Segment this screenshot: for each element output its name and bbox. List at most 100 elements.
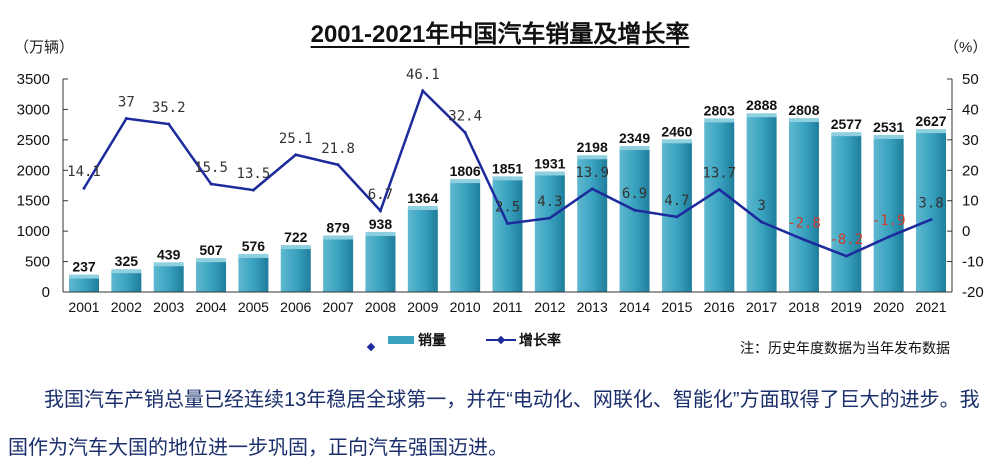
x-tick-label: 2018 [788,299,819,315]
growth-point [209,182,213,186]
bar-value-label: 2198 [577,139,608,155]
bar-top [153,262,184,267]
bar-top [873,134,904,139]
growth-value-label: 13.7 [702,165,736,181]
bar-value-label: 1364 [407,190,438,206]
growth-value-label: 15.5 [194,160,228,176]
right-tick-label: 30 [962,132,979,149]
x-tick-label: 2015 [661,299,692,315]
x-tick-label: 2013 [577,299,608,315]
bar [450,182,481,292]
left-tick-label: 500 [25,254,50,271]
bar [916,132,946,292]
bar [111,272,142,292]
x-tick-label: 2017 [746,299,777,315]
bar-value-label: 2531 [873,119,904,135]
bar [619,149,650,292]
growth-value-label: 4.3 [537,194,562,210]
growth-point [251,188,255,192]
growth-point [124,117,128,121]
growth-value-label: 13.5 [237,166,271,182]
x-tick-label: 2005 [238,299,269,315]
bar-top [365,231,396,236]
left-axis-unit: （万辆） [14,39,75,56]
bar [69,277,99,292]
growth-point [802,238,806,242]
left-tick-label: 1000 [17,223,50,240]
growth-value-label: -8.2 [829,232,863,248]
bar-top [916,129,946,134]
growth-point [760,220,764,224]
left-tick-label: 3000 [17,101,50,118]
growth-point [633,208,637,212]
x-tick-label: 2006 [280,299,311,315]
left-tick-label: 0 [42,284,50,301]
bar-value-label: 879 [326,220,350,236]
bar [873,137,904,292]
bar-top [196,258,227,263]
bar [196,261,227,292]
bar-value-label: 1851 [492,160,523,176]
legend-item-sales: 销量 [366,330,446,352]
bar [831,135,862,292]
bar-top [831,132,862,137]
bar [407,208,438,292]
bar [365,234,396,292]
x-tick-label: 2019 [831,299,862,315]
growth-value-label: 37 [118,95,135,111]
bar-top [280,245,311,250]
growth-value-label: 4.7 [664,193,689,209]
growth-point [378,209,382,213]
left-tick-label: 1500 [17,193,50,210]
growth-point [717,187,721,191]
growth-value-label: 46.1 [406,67,440,83]
bar-top [746,113,777,118]
chart-note: 注：历史年度数据为当年发布数据 [740,341,950,357]
growth-point [506,222,509,226]
x-tick-label: 2011 [492,299,522,315]
growth-value-label: 13.9 [575,165,609,181]
bar-top [704,118,735,123]
summary-paragraph: 我国汽车产销总量已经连续13年稳居全球第一，并在“电动化、网联化、智能化”方面取… [8,389,980,459]
x-tick-label: 2012 [534,299,565,315]
bar-top [323,235,354,240]
growth-point [336,163,340,167]
growth-value-label: 6.9 [622,186,647,202]
bar [323,238,354,292]
bar-top [111,269,142,274]
growth-point [887,235,891,239]
growth-point [590,187,594,191]
chart: 0 500 1000 1500 2000 2500 3000 3500 -20 -10 0 10 20 3… [17,67,984,315]
x-tick-label: 2010 [450,299,481,315]
growth-value-label: 25.1 [279,131,313,147]
bar-top [69,274,99,279]
bar [788,121,819,292]
left-tick-label: 3500 [17,71,50,88]
right-tick-label: -10 [962,254,984,271]
right-tick-label: 50 [962,71,979,88]
bar-value-label: 1931 [534,155,565,171]
chart-title-text: 2001-2021年中国汽车销量及增长率 [310,21,690,48]
growth-point [548,216,552,220]
growth-value-label: 6.7 [368,187,393,203]
bar-value-label: 722 [284,229,308,245]
right-tick-label: 10 [962,193,979,210]
bar-top [450,179,481,184]
bar-value-label: 325 [115,253,139,269]
x-tick-label: 2002 [111,299,142,315]
x-tick-label: 2008 [365,299,396,315]
bar [704,121,735,293]
bar [577,158,608,292]
growth-value-label: 3.8 [918,196,943,212]
growth-value-label: 32.4 [448,109,482,125]
bar-top [788,118,819,123]
right-tick-label: 40 [962,101,979,118]
growth-value-label: -1.9 [872,213,906,229]
left-tick-label: 2500 [17,132,50,149]
bar-top [407,205,438,210]
bar [534,174,565,292]
bar-value-label: 439 [157,246,181,262]
growth-value-label: 3 [757,198,765,214]
bar-value-label: 2803 [704,102,735,118]
right-tick-label: 20 [962,162,979,179]
